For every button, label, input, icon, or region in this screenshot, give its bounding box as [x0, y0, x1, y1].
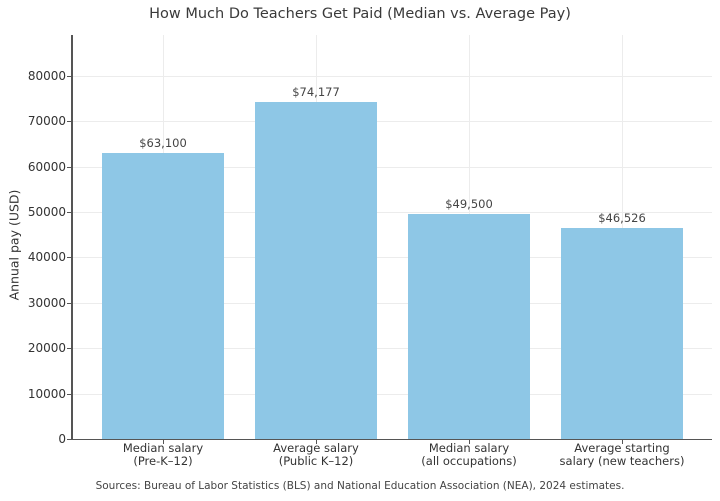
y-tick-mark — [67, 166, 71, 168]
gridline-horizontal — [73, 257, 712, 259]
x-tick-mark — [163, 440, 164, 444]
x-category-label: Average salary (Public K–12) — [236, 442, 396, 468]
source-note: Sources: Bureau of Labor Statistics (BLS… — [95, 480, 625, 492]
x-category-line: Median salary — [428, 441, 510, 455]
y-tick-mark — [67, 75, 71, 77]
x-category-line: Average salary — [273, 441, 359, 455]
x-category-line: (all occupations) — [421, 454, 517, 468]
gridline-horizontal — [73, 348, 712, 350]
gridline-horizontal — [73, 121, 712, 123]
gridline-horizontal — [73, 302, 712, 304]
bar — [102, 152, 224, 439]
y-tick-label: 20000 — [27, 341, 66, 356]
y-tick-mark — [67, 121, 71, 123]
y-axis-label: Annual pay (USD) — [6, 189, 22, 301]
bar — [561, 227, 683, 439]
chart-title: How Much Do Teachers Get Paid (Median vs… — [149, 6, 571, 22]
x-tick-mark — [469, 440, 470, 444]
gridline-horizontal — [73, 166, 712, 168]
x-category-line: (Public K–12) — [278, 454, 354, 468]
x-axis-line — [71, 438, 712, 440]
x-category-line: Average starting — [574, 441, 670, 455]
y-tick-mark — [67, 439, 71, 440]
x-category-line: Median salary — [122, 441, 204, 455]
y-tick-mark — [67, 302, 71, 304]
bar-value-label: $49,500 — [445, 197, 493, 212]
y-tick-label: 0 — [58, 432, 66, 446]
y-tick-label: 10000 — [27, 386, 66, 401]
x-category-line: (Pre-K–12) — [133, 454, 193, 468]
x-category-label: Median salary (Pre-K–12) — [83, 442, 243, 468]
gridline-horizontal — [73, 393, 712, 395]
y-tick-label: 60000 — [27, 159, 66, 174]
gridline-horizontal — [73, 212, 712, 213]
y-tick-mark — [67, 348, 71, 350]
x-category-line: salary (new teachers) — [559, 454, 685, 468]
y-tick-label: 50000 — [27, 205, 66, 219]
bar — [255, 102, 377, 439]
x-category-label: Average starting salary (new teachers) — [542, 442, 702, 468]
x-category-label: Median salary (all occupations) — [389, 442, 549, 468]
y-tick-mark — [67, 257, 71, 259]
y-axis-line — [71, 35, 73, 440]
bar-value-label: $74,177 — [292, 85, 340, 100]
y-tick-label: 40000 — [27, 250, 66, 265]
gridline-horizontal — [73, 75, 712, 77]
y-tick-mark — [67, 393, 71, 395]
bar — [408, 214, 530, 439]
y-tick-mark — [67, 212, 71, 213]
y-tick-label: 30000 — [27, 295, 66, 310]
x-tick-mark — [622, 440, 623, 444]
y-tick-label: 80000 — [27, 68, 66, 83]
x-tick-mark — [316, 440, 317, 444]
bar-value-label: $46,526 — [598, 210, 646, 225]
y-tick-label: 70000 — [27, 114, 66, 129]
bar-value-label: $63,100 — [139, 135, 187, 150]
